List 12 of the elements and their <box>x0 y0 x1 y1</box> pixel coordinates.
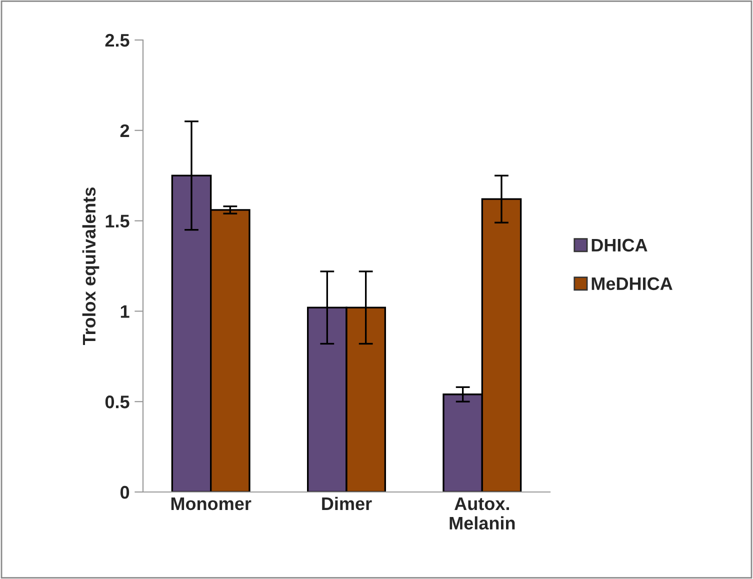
legend-label: MeDHICA <box>592 277 672 290</box>
y-axis-title: Trolox equivalents <box>82 187 100 346</box>
y-tick-label: 1 <box>120 305 130 318</box>
y-tick-label: 1.5 <box>106 214 130 228</box>
y-tick-label: 0.5 <box>105 396 130 408</box>
y-tick-label: 2.5 <box>105 34 130 47</box>
y-tick-label: 0 <box>120 486 130 499</box>
x-tick-label: Dimer <box>322 496 372 510</box>
x-tick-label: Monomer <box>171 498 252 510</box>
x-tick-label: Autox. Melanin <box>450 498 515 530</box>
legend-label: DHICA <box>592 238 648 252</box>
y-tick-label: 2 <box>120 124 130 137</box>
